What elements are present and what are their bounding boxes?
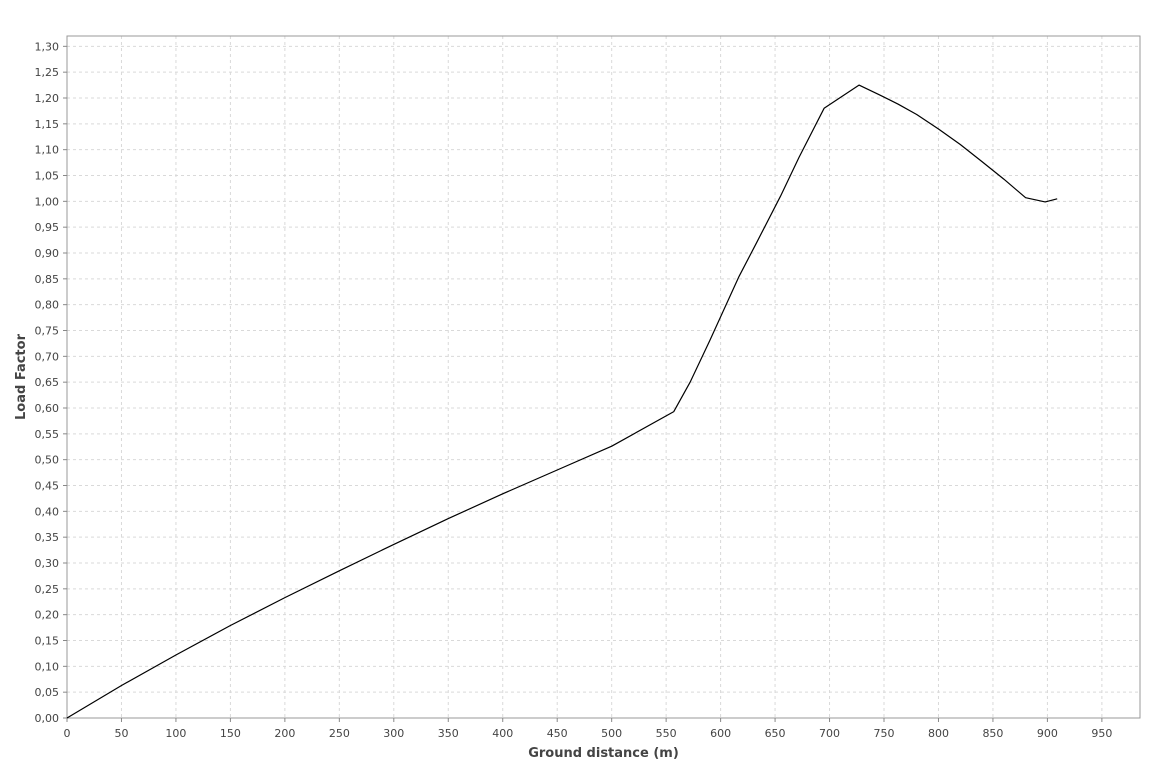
y-tick-label: 0,10	[35, 660, 60, 673]
y-tick-label: 0,85	[35, 273, 60, 286]
y-tick-label: 0,20	[35, 609, 60, 622]
y-tick-label: 1,20	[35, 92, 60, 105]
x-tick-label: 600	[710, 727, 731, 740]
y-tick-label: 0,00	[35, 712, 60, 725]
x-tick-label: 900	[1037, 727, 1058, 740]
x-tick-label: 0	[64, 727, 71, 740]
y-axis-ticks: 0,00 0,05 0,10 0,15 0,20 0,25 0,30 0,35 0,40 0,45…	[35, 40, 67, 725]
x-tick-label: 850	[982, 727, 1003, 740]
x-tick-label: 250	[329, 727, 350, 740]
x-axis-title: Ground distance (m)	[528, 746, 679, 761]
y-tick-label: 0,40	[35, 505, 60, 518]
x-tick-label: 100	[165, 727, 186, 740]
x-tick-label: 500	[601, 727, 622, 740]
x-axis-ticks: 0 50 100 150 200 250 300 350 400 450 500 550 600 650 7…	[64, 718, 1112, 740]
y-tick-label: 0,50	[35, 454, 60, 467]
y-tick-label: 0,05	[35, 686, 60, 699]
y-tick-label: 0,30	[35, 557, 60, 570]
x-tick-label: 200	[274, 727, 295, 740]
y-tick-label: 0,65	[35, 376, 60, 389]
y-tick-label: 0,80	[35, 299, 60, 312]
x-tick-label: 400	[492, 727, 513, 740]
x-tick-label: 700	[819, 727, 840, 740]
x-tick-label: 350	[438, 727, 459, 740]
y-tick-label: 1,00	[35, 195, 60, 208]
series-line	[66, 84, 1058, 719]
x-tick-label: 800	[928, 727, 949, 740]
y-axis-title: Load Factor	[14, 333, 29, 420]
x-tick-label: 300	[383, 727, 404, 740]
y-tick-label: 1,15	[35, 118, 60, 131]
y-tick-label: 0,70	[35, 350, 60, 363]
x-tick-label: 150	[220, 727, 241, 740]
y-tick-label: 1,10	[35, 144, 60, 157]
x-tick-label: 950	[1091, 727, 1112, 740]
y-tick-label: 1,25	[35, 66, 60, 79]
y-tick-label: 1,30	[35, 40, 60, 53]
y-tick-label: 0,75	[35, 325, 60, 338]
y-tick-label: 0,15	[35, 635, 60, 648]
y-tick-label: 0,90	[35, 247, 60, 260]
y-tick-label: 0,35	[35, 531, 60, 544]
grid-lines	[66, 36, 1140, 719]
y-tick-label: 0,25	[35, 583, 60, 596]
y-tick-label: 0,55	[35, 428, 60, 441]
y-tick-label: 0,60	[35, 402, 60, 415]
y-tick-label: 1,05	[35, 170, 60, 183]
x-tick-label: 550	[656, 727, 677, 740]
x-tick-label: 50	[114, 727, 128, 740]
series-group	[66, 84, 1058, 719]
y-tick-label: 0,45	[35, 480, 60, 493]
x-tick-label: 450	[547, 727, 568, 740]
x-tick-label: 750	[874, 727, 895, 740]
x-tick-label: 650	[765, 727, 786, 740]
y-tick-label: 0,95	[35, 221, 60, 234]
plot-area-frame	[66, 35, 1141, 719]
